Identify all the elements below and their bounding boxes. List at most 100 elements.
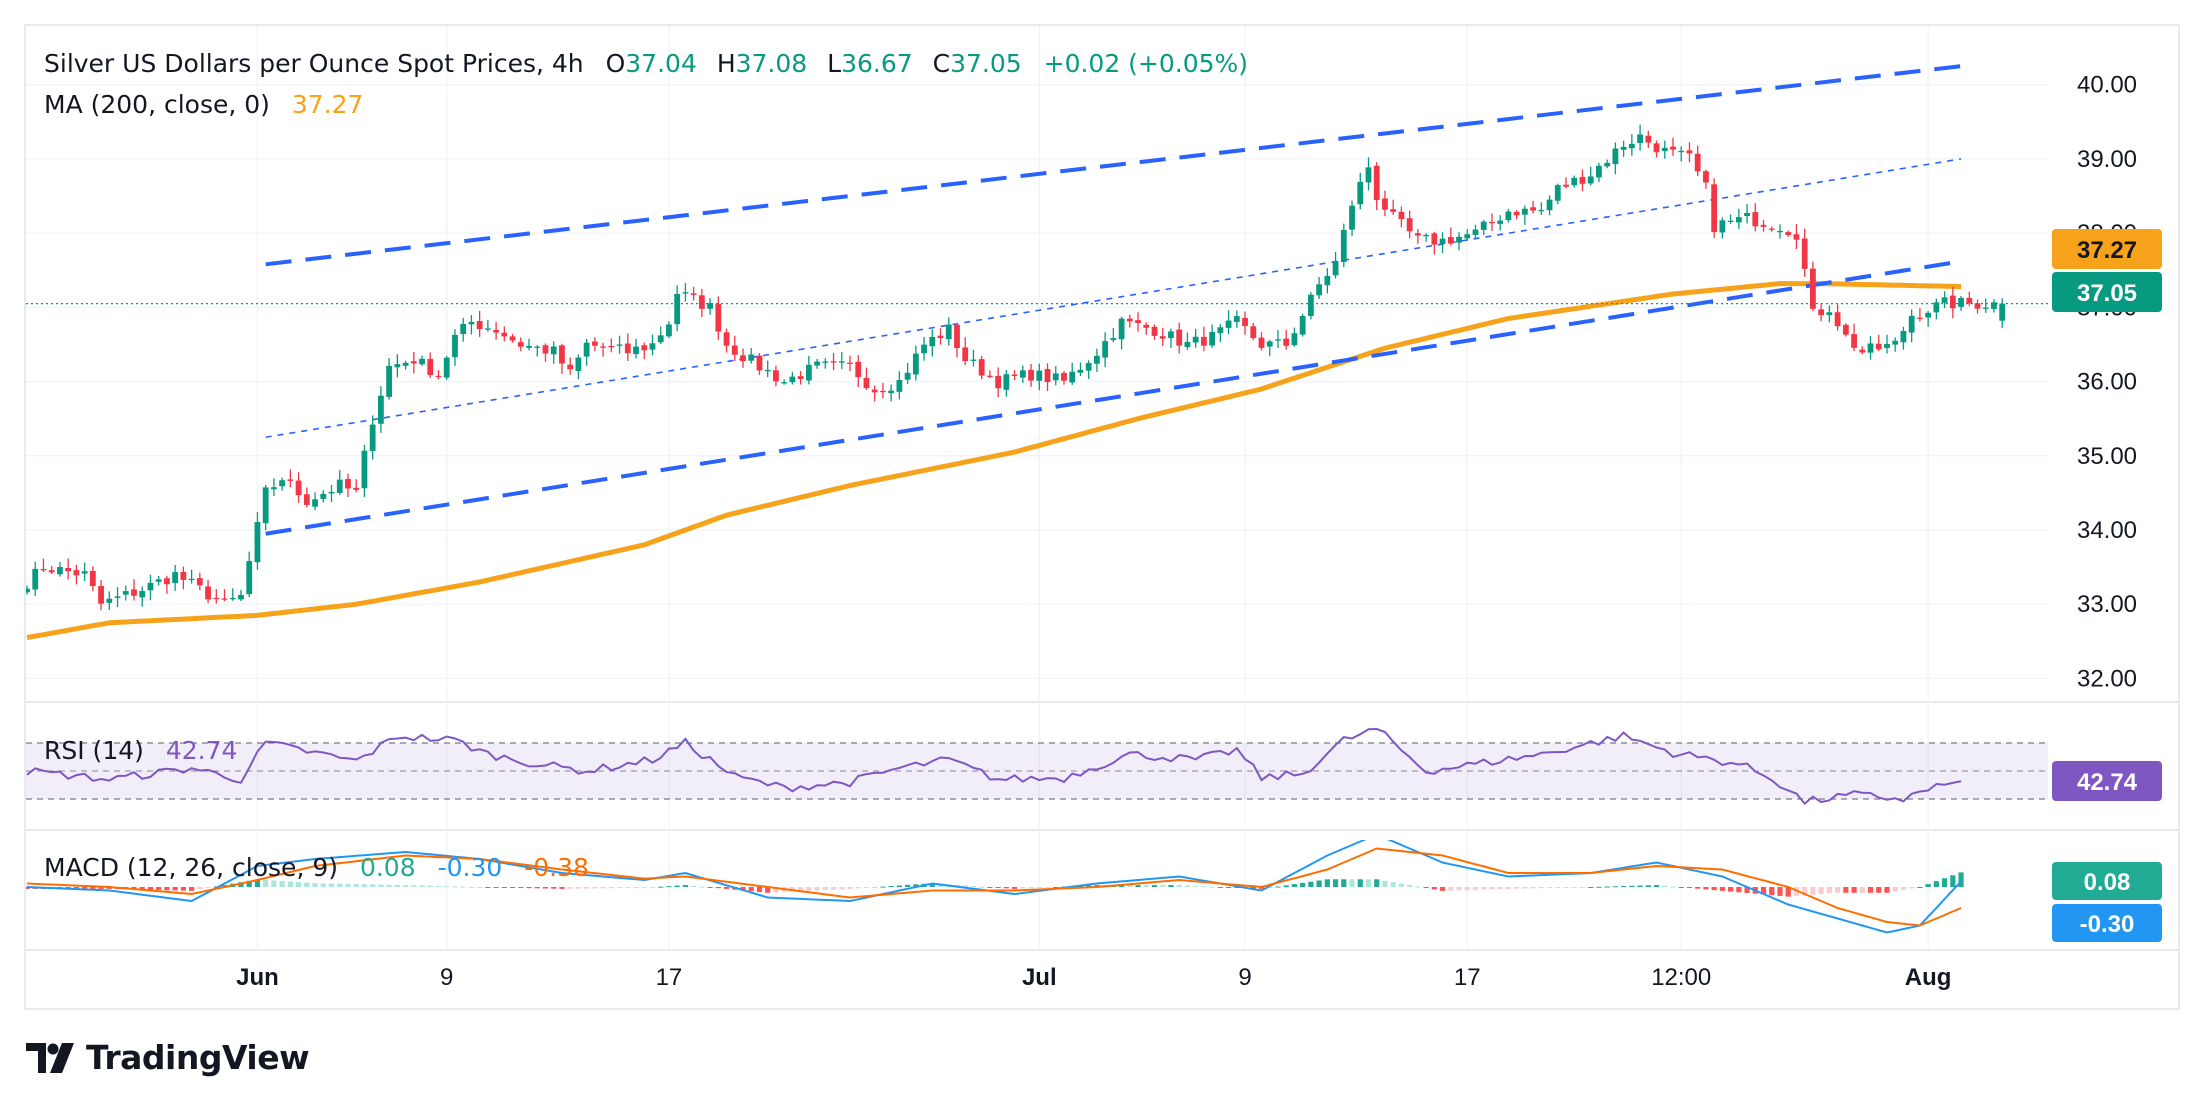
candle[interactable] — [303, 487, 310, 508]
candle[interactable] — [377, 386, 384, 433]
candle[interactable] — [657, 326, 664, 345]
candle[interactable] — [715, 296, 722, 340]
candle[interactable] — [1242, 311, 1248, 335]
candle[interactable] — [1620, 140, 1627, 157]
candle[interactable] — [1349, 200, 1355, 237]
candle[interactable] — [295, 472, 302, 503]
candle[interactable] — [1744, 203, 1750, 224]
candle[interactable] — [410, 351, 417, 374]
candle[interactable] — [682, 283, 689, 302]
candle[interactable] — [904, 362, 911, 384]
candle[interactable] — [443, 355, 450, 380]
candle[interactable] — [24, 585, 30, 595]
candle[interactable] — [1653, 140, 1660, 158]
candle[interactable] — [1711, 178, 1718, 238]
candle[interactable] — [1077, 362, 1084, 377]
candle[interactable] — [526, 338, 532, 351]
candle[interactable] — [1686, 142, 1693, 163]
candle[interactable] — [122, 585, 129, 601]
candle[interactable] — [1061, 371, 1067, 385]
candle[interactable] — [1307, 292, 1314, 320]
candle[interactable] — [1497, 215, 1504, 231]
candle[interactable] — [1735, 208, 1742, 229]
candle[interactable] — [155, 575, 162, 586]
candle[interactable] — [1925, 311, 1932, 327]
candle[interactable] — [1472, 224, 1479, 240]
candle[interactable] — [847, 355, 853, 372]
candle[interactable] — [871, 385, 878, 402]
candle[interactable] — [1291, 327, 1298, 347]
tradingview-logo[interactable]: TradingView — [26, 1038, 310, 1077]
candle[interactable] — [386, 358, 393, 400]
candle[interactable] — [493, 322, 500, 340]
candle[interactable] — [1513, 210, 1520, 220]
candle[interactable] — [1949, 286, 1956, 319]
candle[interactable] — [40, 558, 47, 573]
candle[interactable] — [608, 338, 615, 353]
candle[interactable] — [1966, 291, 1973, 307]
signal-line[interactable] — [26, 847, 1962, 927]
candle[interactable] — [1069, 362, 1076, 385]
candle[interactable] — [65, 558, 72, 580]
candle[interactable] — [1423, 233, 1429, 242]
candle[interactable] — [888, 384, 895, 402]
candle[interactable] — [1670, 137, 1676, 156]
candle[interactable] — [1283, 329, 1290, 350]
candle[interactable] — [1628, 134, 1635, 156]
candle[interactable] — [814, 359, 820, 369]
candle[interactable] — [740, 348, 746, 368]
candle[interactable] — [1982, 298, 1989, 313]
candle[interactable] — [921, 336, 927, 361]
candle[interactable] — [1579, 169, 1586, 192]
candle[interactable] — [1258, 332, 1265, 351]
candle[interactable] — [1217, 324, 1224, 343]
candle[interactable] — [1645, 130, 1652, 148]
candle[interactable] — [1678, 146, 1685, 162]
candle[interactable] — [89, 566, 96, 592]
candle[interactable] — [1867, 335, 1874, 360]
candle[interactable] — [262, 484, 269, 531]
candle[interactable] — [1036, 363, 1043, 391]
candle[interactable] — [1777, 224, 1783, 239]
rsi-pane[interactable] — [26, 727, 2048, 806]
candle[interactable] — [139, 586, 146, 607]
candle[interactable] — [1151, 324, 1158, 340]
candle[interactable] — [32, 561, 39, 596]
candle[interactable] — [1019, 365, 1026, 383]
candle[interactable] — [452, 329, 458, 366]
candle[interactable] — [838, 352, 845, 370]
candle[interactable] — [345, 473, 351, 497]
candle[interactable] — [1703, 169, 1709, 189]
candle[interactable] — [1834, 304, 1841, 331]
candles-layer[interactable] — [24, 124, 2006, 611]
candle[interactable] — [666, 321, 672, 339]
candle[interactable] — [279, 477, 286, 491]
candle[interactable] — [98, 580, 104, 611]
candle[interactable] — [1028, 363, 1034, 387]
candle[interactable] — [435, 370, 442, 380]
candle[interactable] — [591, 337, 598, 352]
candle[interactable] — [1596, 162, 1602, 183]
candle[interactable] — [534, 345, 541, 357]
candle[interactable] — [48, 565, 55, 574]
candle[interactable] — [205, 579, 211, 603]
candle[interactable] — [1464, 229, 1471, 241]
candle[interactable] — [147, 574, 154, 601]
candle[interactable] — [312, 492, 318, 511]
candle[interactable] — [822, 358, 829, 369]
candle[interactable] — [1275, 329, 1281, 349]
candle[interactable] — [1842, 323, 1849, 337]
candle[interactable] — [690, 286, 697, 301]
candle[interactable] — [1299, 313, 1306, 337]
candle[interactable] — [1999, 298, 2006, 329]
candle[interactable] — [830, 353, 837, 371]
candle[interactable] — [1554, 183, 1561, 205]
candle[interactable] — [1406, 210, 1413, 239]
candle[interactable] — [1900, 326, 1907, 350]
candle[interactable] — [542, 343, 549, 362]
candle[interactable] — [1390, 199, 1397, 215]
candle[interactable] — [1941, 291, 1948, 309]
candle[interactable] — [748, 347, 755, 364]
channel-line[interactable] — [265, 259, 1962, 536]
